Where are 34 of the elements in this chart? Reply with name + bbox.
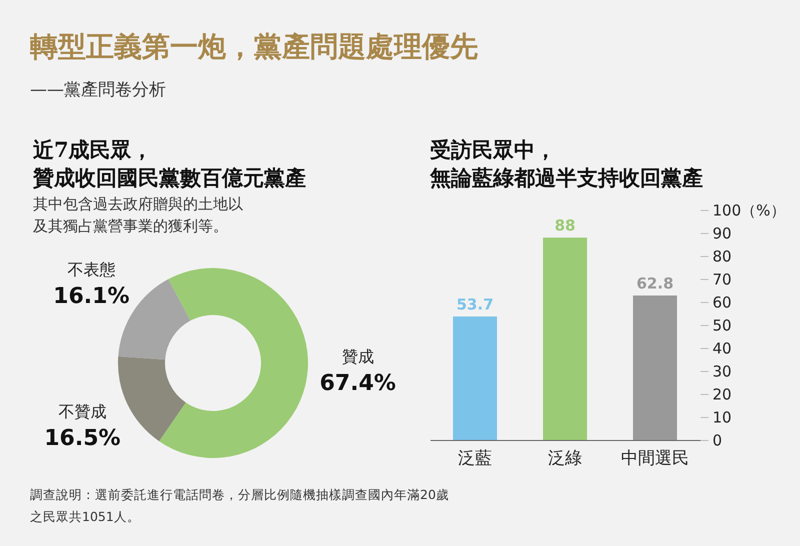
y-tick-label: 10 [712, 408, 732, 426]
y-tick-label: 100（%） [712, 202, 786, 220]
x-tick-label: 中間選民 [621, 448, 689, 468]
y-tick-label: 90 [712, 224, 732, 242]
data-label: 88 [554, 216, 576, 235]
bar [453, 316, 497, 440]
chart-title: 受訪民眾中，無論藍綠都過半支持收回黨產 [429, 137, 703, 190]
data-label: 67.4% [320, 371, 396, 396]
slice-label: 贊成 [342, 347, 374, 366]
y-tick-label: 80 [712, 248, 732, 266]
data-label: 16.1% [53, 284, 130, 310]
donut-slice [118, 356, 186, 442]
y-tick-label: 50 [712, 316, 732, 334]
data-label: 16.5% [44, 426, 121, 451]
text: 調查說明：選前委託進行電話問卷，分層比例隨機抽樣調查國內年滿20歲之民眾共1051人。 [30, 486, 450, 526]
bar [633, 296, 677, 440]
y-tick-label: 30 [712, 362, 732, 380]
y-tick-label: 70 [712, 270, 732, 288]
y-tick-label: 60 [712, 294, 732, 312]
y-tick-label: 20 [712, 386, 732, 404]
y-tick-label: 40 [712, 340, 732, 358]
x-tick-label: 泛藍 [458, 448, 492, 468]
data-label: 62.8 [636, 274, 674, 293]
slice-label: 不表態 [67, 260, 116, 280]
x-tick-label: 泛綠 [548, 448, 582, 468]
data-label: 53.7 [456, 295, 494, 314]
text: ——黨產問卷分析 [30, 79, 166, 101]
bar [543, 238, 587, 440]
text: 轉型正義第一炮，黨產問題處理優先 [30, 29, 478, 65]
donut-slice [159, 268, 308, 458]
chart-title: 近7成民眾，贊成收回國民黨數百億元黨產 [32, 137, 306, 190]
y-tick-label: 0 [712, 432, 722, 450]
slice-label: 不贊成 [58, 402, 106, 421]
chart-subtitle: 其中包含過去政府贈與的土地以及其獨占黨營事業的獲利等。 [33, 195, 243, 235]
